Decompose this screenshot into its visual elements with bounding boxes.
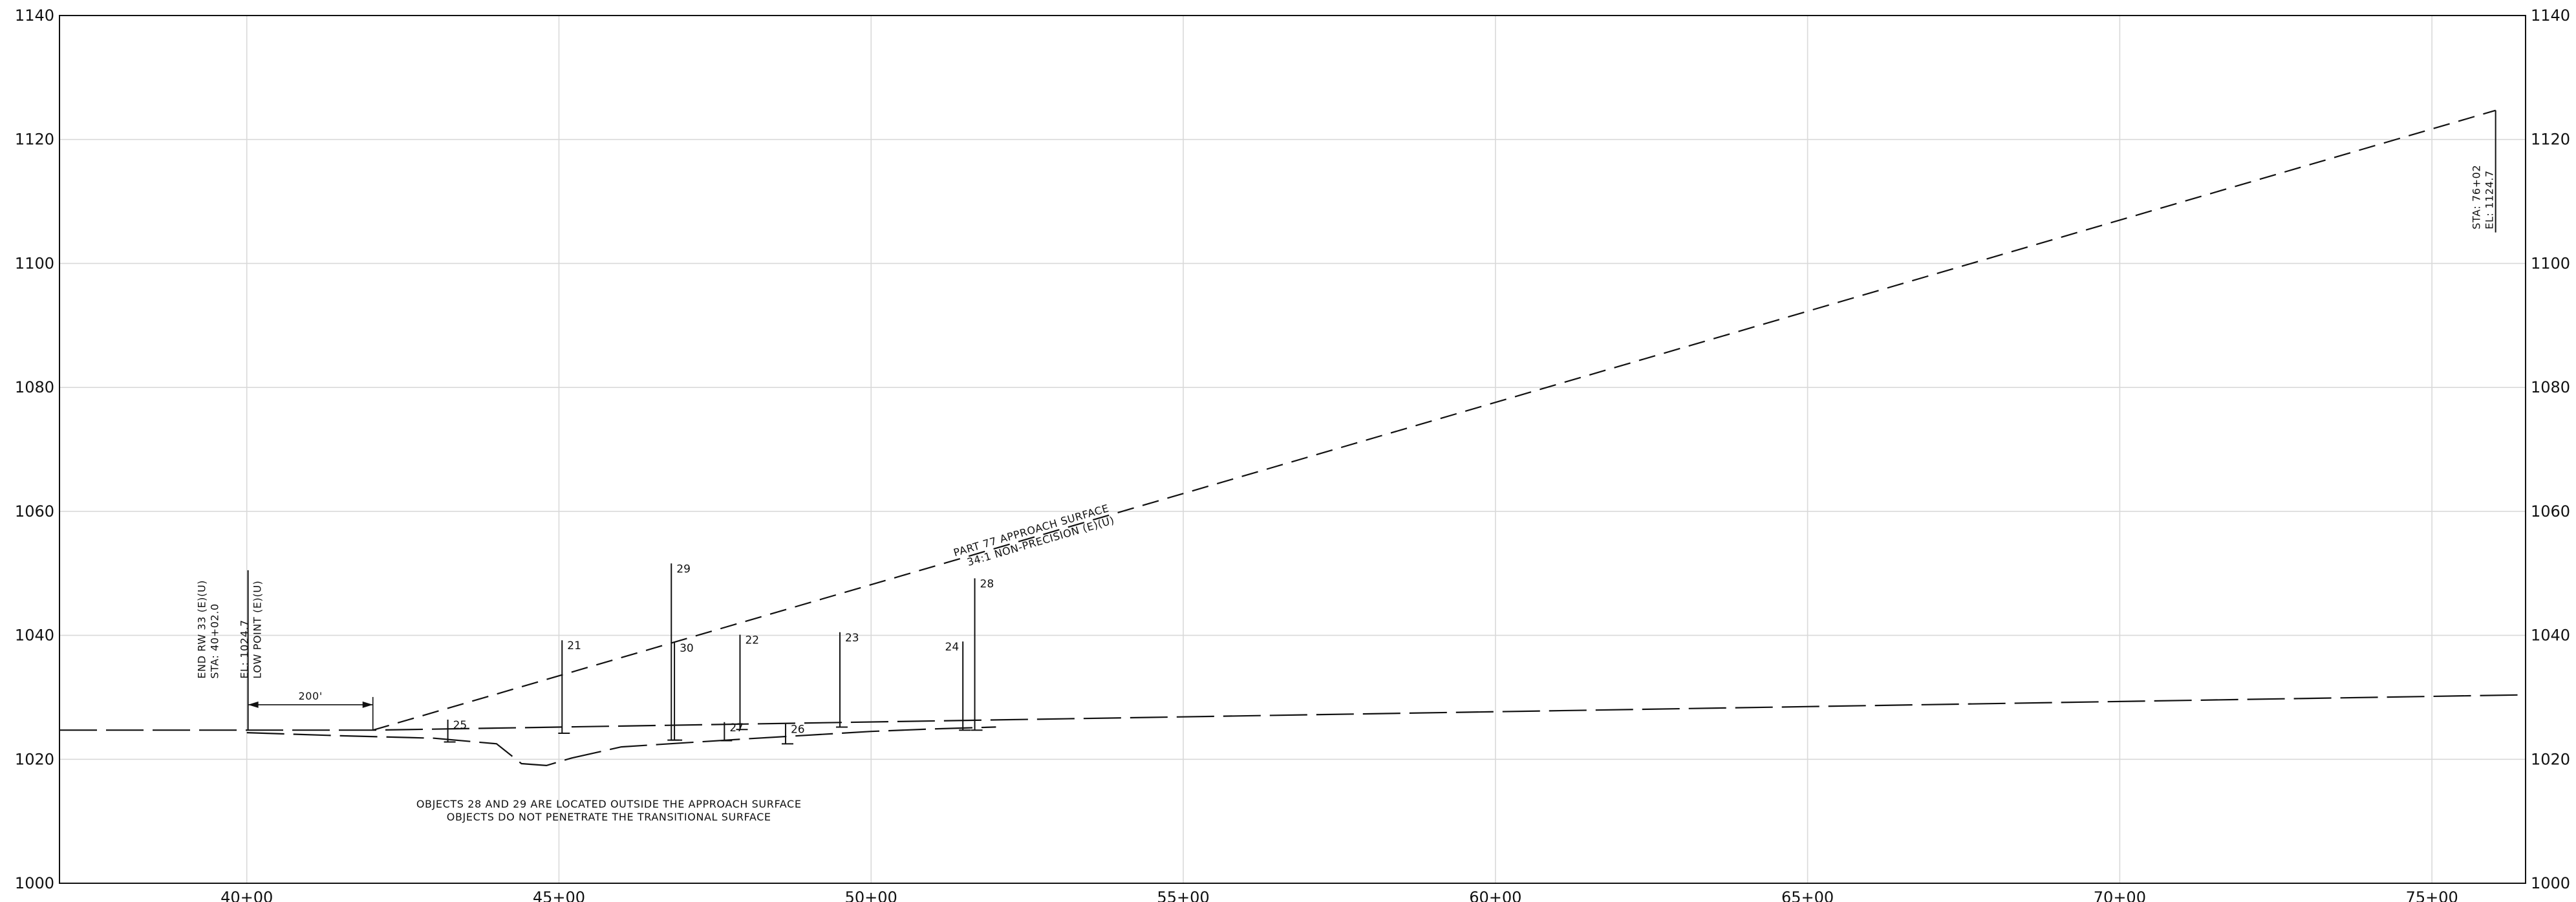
y-tick-label-right: 1060 [2531, 502, 2570, 521]
end-runway-annotation: END RW 33 (E)(U) STA: 40+02.0 EL: 1024.7 LO… [196, 580, 264, 679]
y-tick-label-left: 1100 [15, 254, 54, 272]
object-29-label: 29 [676, 563, 691, 575]
y-tick-label-left: 1040 [15, 627, 54, 645]
end-station-annotation: STA: 76+02 EL: 1124.7 [2471, 165, 2496, 230]
object-23-label: 23 [845, 632, 859, 645]
y-tick-label-left: 1120 [15, 131, 54, 149]
x-tick-label: 40+00 [220, 888, 273, 902]
y-tick-label-right: 1040 [2531, 627, 2570, 645]
y-tick-label-right: 1020 [2531, 750, 2570, 768]
y-tick-label-left: 1140 [15, 6, 54, 25]
profile-lines [59, 109, 2526, 767]
x-tick-label: 55+00 [1157, 888, 1209, 902]
object-note: OBJECTS DO NOT PENETRATE THE TRANSITIONA… [447, 811, 771, 823]
object-21-label: 21 [567, 639, 581, 652]
y-tick-label-left: 1080 [15, 378, 54, 396]
ground-profile-line [246, 726, 996, 767]
annotations: END RW 33 (E)(U) STA: 40+02.0 EL: 1024.7 LO… [196, 110, 2496, 823]
x-tick-label: 75+00 [2406, 888, 2458, 902]
end-runway-text: STA: 40+02.0 [209, 603, 221, 678]
x-tick-label: 60+00 [1469, 888, 1521, 902]
end-runway-text: LOW POINT (E)(U) [252, 581, 264, 679]
x-tick-label: 45+00 [533, 888, 585, 902]
y-tick-label-left: 1020 [15, 750, 54, 768]
x-tick-label: 70+00 [2094, 888, 2146, 902]
y-axis-ticks: 1000 1000 1020 1020 1040 1040 1060 1060 1080 1080… [15, 6, 2570, 892]
dimension-arrow-left [248, 701, 259, 708]
y-tick-label-right: 1000 [2531, 874, 2570, 892]
object-28-label: 28 [980, 577, 994, 590]
dimension-text: 200' [298, 690, 322, 702]
y-tick-label-left: 1060 [15, 502, 54, 521]
y-tick-label-right: 1080 [2531, 378, 2570, 396]
object-26-label: 26 [791, 724, 805, 736]
x-tick-label: 50+00 [845, 888, 897, 902]
extended-line-line [59, 694, 2526, 731]
object-30-label: 30 [680, 642, 694, 655]
end-station-text: EL: 1124.7 [2484, 170, 2496, 229]
y-tick-label-right: 1140 [2531, 6, 2570, 25]
y-tick-label-right: 1100 [2531, 254, 2570, 272]
approach-surface-line [372, 109, 2496, 731]
obstruction-objects: 21 22 23 24 25 26 27 28 29 30 [444, 563, 994, 745]
object-24-label: 24 [945, 641, 960, 654]
end-station-text: STA: 76+02 [2471, 165, 2483, 230]
object-25-label: 25 [453, 719, 467, 732]
object-27-label: 27 [729, 722, 744, 735]
end-runway-text: END RW 33 (E)(U) [196, 580, 208, 679]
object-22-label: 22 [745, 634, 759, 647]
object-note: OBJECTS 28 AND 29 ARE LOCATED OUTSIDE TH… [416, 798, 802, 810]
x-axis-ticks: 40+00 45+00 50+00 55+00 60+00 65+00 70+00 75+00 [220, 888, 2458, 902]
y-tick-label-right: 1120 [2531, 131, 2570, 149]
dimension-arrow-right [362, 701, 373, 708]
x-tick-label: 65+00 [1781, 888, 1834, 902]
grid-lines [59, 15, 2526, 884]
end-runway-text: EL: 1024.7 [239, 619, 251, 678]
y-tick-label-left: 1000 [15, 874, 54, 892]
plot-frame [59, 15, 2526, 884]
